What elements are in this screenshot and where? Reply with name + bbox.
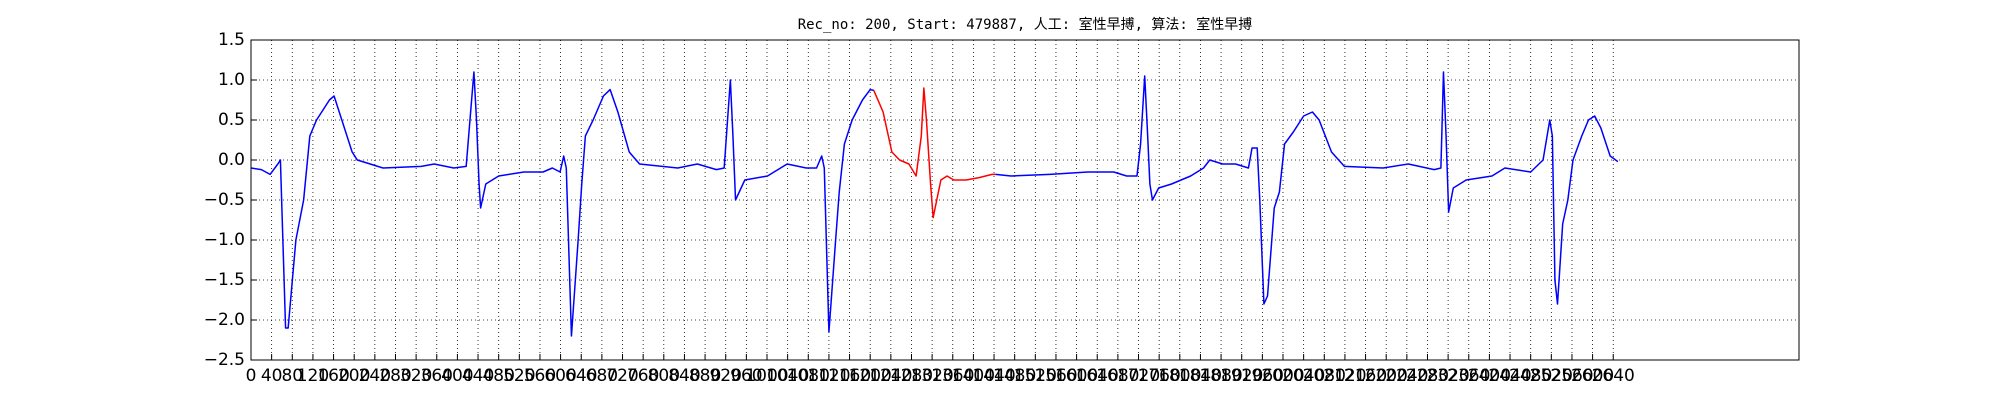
chart-title: Rec_no: 200, Start: 479887, 人工: 室性早搏, 算法… — [798, 16, 1253, 33]
x-tick-label: 440 — [462, 366, 494, 386]
ecg-line — [250, 71, 874, 337]
x-tick-label: 2440 — [1488, 366, 1531, 386]
y-tick-label: 1.5 — [218, 30, 245, 50]
x-tick-label: 2040 — [1282, 366, 1325, 386]
y-tick-label: −1.5 — [204, 270, 245, 290]
x-tick-label: 2560 — [1550, 366, 1593, 386]
x-tick-label: 960 — [730, 366, 762, 386]
x-tick-label: 1640 — [1076, 366, 1119, 386]
ecg-line — [995, 71, 1619, 305]
x-tick-label: 400 — [441, 366, 473, 386]
x-tick-label: 1480 — [993, 366, 1036, 386]
x-tick-label: 1600 — [1055, 366, 1098, 386]
x-tick-label: 1680 — [1096, 366, 1139, 386]
x-tick-label: 280 — [379, 366, 411, 386]
y-tick-label: −2.5 — [204, 350, 245, 370]
x-tick-label: 120 — [297, 366, 329, 386]
x-tick-label: 2280 — [1406, 366, 1449, 386]
x-tick-label: 2400 — [1468, 366, 1511, 386]
x-tick-label: 2200 — [1365, 366, 1408, 386]
y-tick-label: −1.0 — [204, 230, 245, 250]
x-tick-label: 1160 — [828, 366, 871, 386]
x-tick-label: 2320 — [1426, 366, 1469, 386]
x-tick-label: 480 — [482, 366, 514, 386]
x-tick-label: 2520 — [1530, 366, 1573, 386]
x-tick-label: 880 — [689, 366, 721, 386]
x-tick-label: 1560 — [1034, 366, 1077, 386]
x-tick-label: 0 — [246, 366, 257, 386]
x-tick-label: 320 — [400, 366, 432, 386]
x-tick-label: 720 — [606, 366, 638, 386]
x-tick-label: 640 — [565, 366, 597, 386]
x-tick-label: 1400 — [952, 366, 995, 386]
x-tick-label: 2600 — [1571, 366, 1614, 386]
x-tick-label: 1120 — [807, 366, 850, 386]
x-tick-label: 1240 — [869, 366, 912, 386]
x-tick-label: 1800 — [1158, 366, 1201, 386]
y-tick-label: −0.5 — [204, 190, 245, 210]
x-tick-label: 520 — [503, 366, 535, 386]
x-tick-label: 2360 — [1447, 366, 1490, 386]
x-tick-label: 800 — [648, 366, 680, 386]
x-tick-label: 80 — [281, 366, 303, 386]
x-tick-label: 1000 — [745, 366, 788, 386]
x-tick-label: 1520 — [1014, 366, 1057, 386]
y-tick-label: 0.0 — [218, 150, 245, 170]
x-tick-label: 1440 — [972, 366, 1015, 386]
x-tick-label: 680 — [586, 366, 618, 386]
x-tick-label: 1320 — [910, 366, 953, 386]
x-tick-label: 760 — [627, 366, 659, 386]
x-tick-label: 240 — [359, 366, 391, 386]
x-tick-label: 2120 — [1323, 366, 1366, 386]
y-tick-label: 0.5 — [218, 110, 245, 130]
x-tick-label: 600 — [544, 366, 576, 386]
ecg-line — [873, 87, 996, 219]
x-tick-label: 160 — [317, 366, 349, 386]
x-tick-label: 40 — [261, 366, 283, 386]
x-tick-label: 360 — [421, 366, 453, 386]
x-tick-label: 2000 — [1261, 366, 1304, 386]
y-tick-label: 1.0 — [218, 70, 245, 90]
x-tick-label: 1200 — [849, 366, 892, 386]
x-tick-label: 1720 — [1117, 366, 1160, 386]
x-tick-label: 1280 — [890, 366, 933, 386]
x-tick-label: 1040 — [766, 366, 809, 386]
plot-frame — [250, 39, 1800, 361]
x-tick-label: 1960 — [1241, 366, 1284, 386]
x-tick-label: 1760 — [1138, 366, 1181, 386]
x-tick-label: 2480 — [1509, 366, 1552, 386]
x-tick-label: 2240 — [1385, 366, 1428, 386]
x-tick-label: 2640 — [1592, 366, 1635, 386]
x-tick-label: 1360 — [931, 366, 974, 386]
x-tick-label: 1080 — [787, 366, 830, 386]
x-tick-label: 920 — [709, 366, 741, 386]
x-tick-label: 2080 — [1303, 366, 1346, 386]
x-tick-label: 1920 — [1220, 366, 1263, 386]
x-tick-label: 1840 — [1179, 366, 1222, 386]
x-tick-label: 200 — [338, 366, 370, 386]
x-tick-label: 840 — [668, 366, 700, 386]
x-tick-label: 2160 — [1344, 366, 1387, 386]
x-tick-label: 1880 — [1199, 366, 1242, 386]
x-tick-label: 560 — [524, 366, 556, 386]
y-tick-label: −2.0 — [204, 310, 245, 330]
